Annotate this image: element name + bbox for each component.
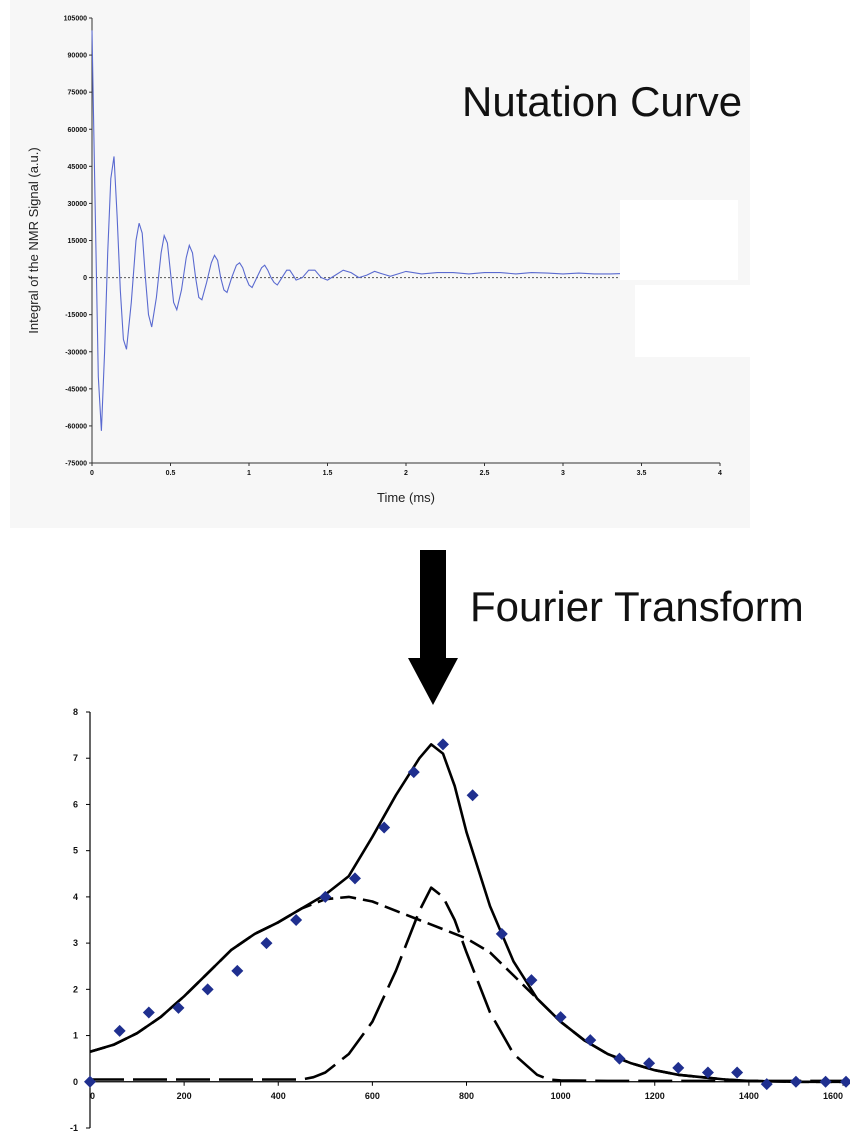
x-axis-title: Time (ms) <box>377 490 435 505</box>
x-tick-label: 600 <box>365 1091 380 1101</box>
x-tick-label: 1.5 <box>323 470 333 477</box>
y-tick-label: 4 <box>73 892 78 902</box>
nutation-curve-caption: Nutation Curve <box>462 78 742 126</box>
data-point-marker <box>613 1053 625 1065</box>
x-tick-label: 4 <box>718 470 722 477</box>
y-tick-label: 90000 <box>68 53 88 60</box>
data-point-marker <box>143 1006 155 1018</box>
data-point-marker <box>84 1076 96 1088</box>
y-tick-label: -45000 <box>65 386 87 393</box>
blank-patch-lower <box>635 285 750 357</box>
y-tick-label: -75000 <box>65 461 87 468</box>
y-tick-label: 45000 <box>68 164 88 171</box>
y-axis-title: Integral of the NMR Signal (a.u.) <box>26 147 41 333</box>
y-tick-label: 5 <box>73 846 78 856</box>
fourier-transform-caption: Fourier Transform <box>470 583 804 631</box>
blank-patch-upper <box>620 200 738 280</box>
y-tick-label: 105000 <box>64 16 87 23</box>
fit-total-line <box>90 744 843 1081</box>
data-point-marker <box>672 1062 684 1074</box>
y-tick-label: 30000 <box>68 201 88 208</box>
data-point-marker <box>202 983 214 995</box>
y-tick-label: 15000 <box>68 238 88 245</box>
y-tick-label: 6 <box>73 799 78 809</box>
data-point-marker <box>467 789 479 801</box>
x-tick-label: 0 <box>90 470 94 477</box>
x-tick-label: 1600 <box>823 1091 843 1101</box>
y-tick-label: -1 <box>70 1123 78 1133</box>
x-tick-label: 1400 <box>739 1091 759 1101</box>
data-point-marker <box>790 1076 802 1088</box>
data-point-marker <box>820 1076 832 1088</box>
data-point-marker <box>290 914 302 926</box>
spectrum-plot: 8 7 6 5 4 3 2 1 0 -1 0 200 400 600 800 1000 1200 1400 1600 <box>0 700 850 1138</box>
y-tick-label: -60000 <box>65 423 87 430</box>
x-tick-label: 1200 <box>645 1091 665 1101</box>
y-tick-label: 7 <box>73 753 78 763</box>
x-tick-label: 400 <box>271 1091 286 1101</box>
data-point-marker <box>496 928 508 940</box>
x-tick-label: 2.5 <box>480 470 490 477</box>
fit-component-2-line <box>90 888 843 1081</box>
data-point-marker <box>408 766 420 778</box>
x-tick-label: 2 <box>404 470 408 477</box>
x-tick-label: 0.5 <box>166 470 176 477</box>
x-tick-label: 3.5 <box>637 470 647 477</box>
data-point-marker <box>231 965 243 977</box>
data-point-marker <box>555 1011 567 1023</box>
data-point-marker <box>840 1076 850 1088</box>
x-tick-label: 0 <box>90 1091 95 1101</box>
data-point-marker <box>437 738 449 750</box>
data-point-marker <box>584 1034 596 1046</box>
data-point-marker <box>260 937 272 949</box>
y-tick-label: 3 <box>73 938 78 948</box>
data-point-marker <box>731 1067 743 1079</box>
y-tick-label: 8 <box>73 707 78 717</box>
y-tick-label: 1 <box>73 1031 78 1041</box>
x-tick-label: 800 <box>459 1091 474 1101</box>
x-tick-label: 1 <box>247 470 251 477</box>
y-tick-label: 0 <box>83 275 87 282</box>
fourier-arrow-icon <box>408 550 458 710</box>
y-tick-label: 75000 <box>68 90 88 97</box>
y-tick-label: 60000 <box>68 127 88 134</box>
y-tick-label: -30000 <box>65 349 87 356</box>
y-tick-label: 0 <box>73 1077 78 1087</box>
x-tick-label: 1000 <box>551 1091 571 1101</box>
data-point-marker <box>114 1025 126 1037</box>
x-tick-label: 3 <box>561 470 565 477</box>
x-tick-label: 200 <box>177 1091 192 1101</box>
y-tick-label: -15000 <box>65 312 87 319</box>
nutation-plot-panel: 105000 90000 75000 60000 45000 30000 15000 0 -15… <box>10 0 750 528</box>
y-tick-label: 2 <box>73 984 78 994</box>
